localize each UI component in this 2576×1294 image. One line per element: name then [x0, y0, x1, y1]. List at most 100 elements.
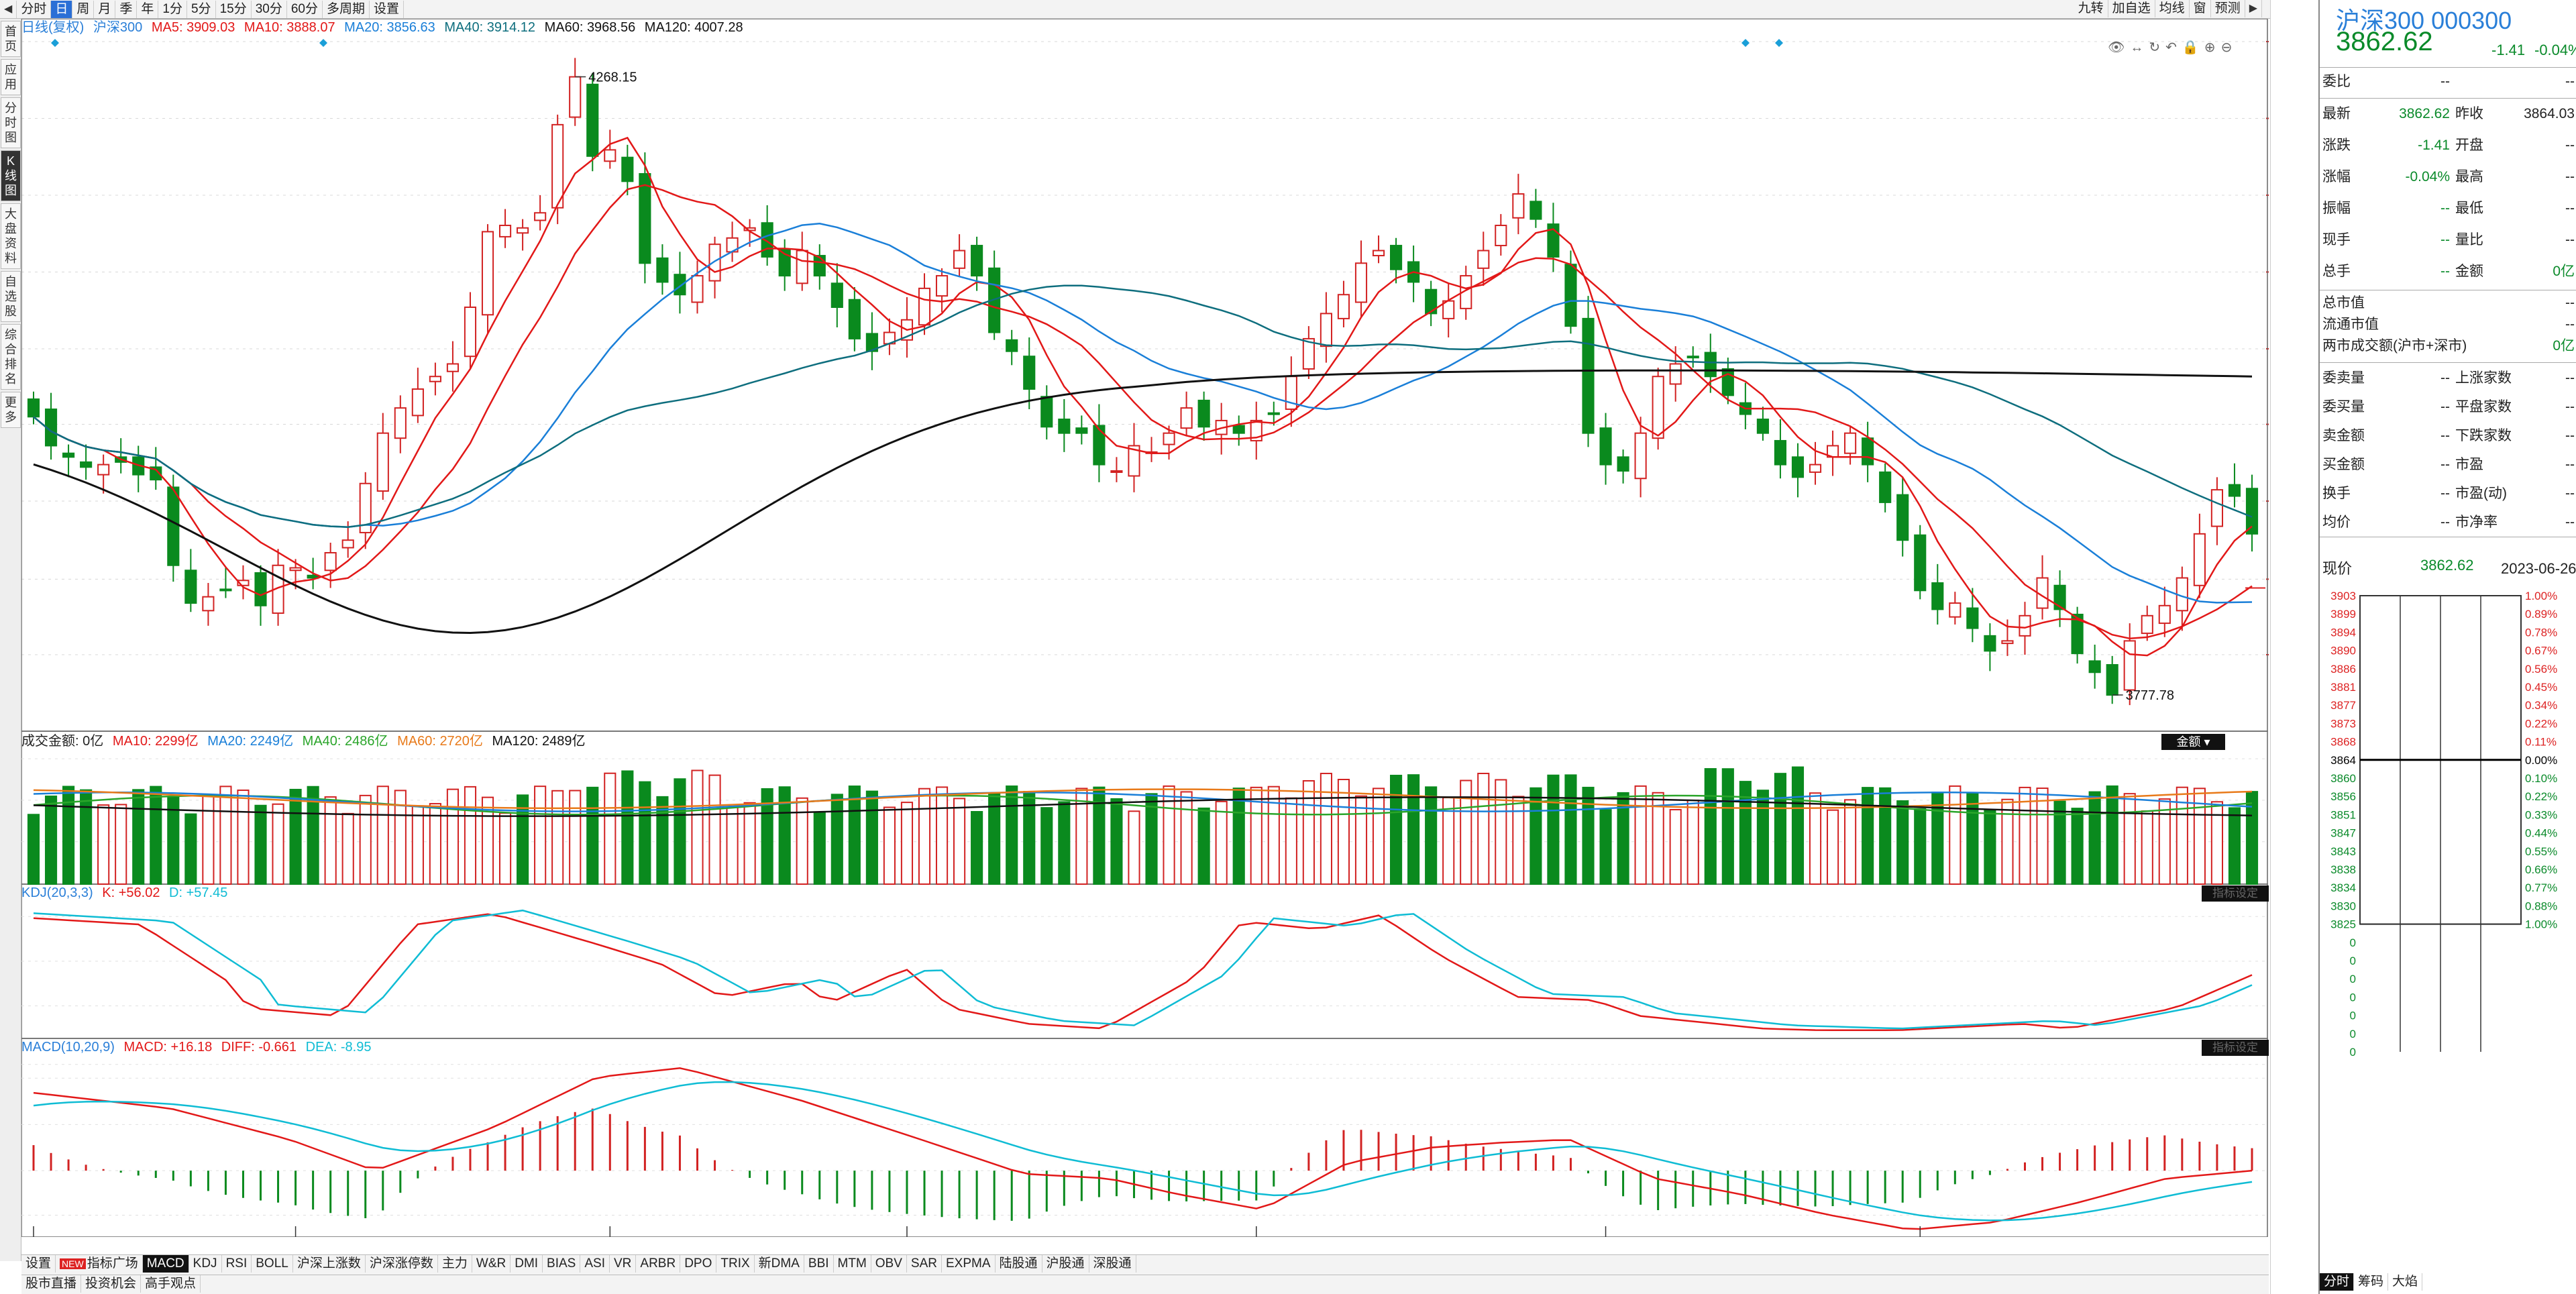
sidebar-item-4[interactable]: 大盘资料: [1, 203, 21, 269]
quote-row-label2: 金额: [2455, 264, 2483, 279]
kdj-k: K: +56.02: [102, 885, 160, 900]
candle: [953, 250, 966, 269]
indicator-tab-21[interactable]: SAR: [907, 1255, 942, 1273]
bottom-tab-2[interactable]: 高手观点: [141, 1275, 201, 1293]
sidebar-item-5[interactable]: 自选股: [1, 271, 21, 322]
quote-row-0: 最新 3862.62 昨收 3864.03: [2322, 99, 2575, 129]
volume-bar: [2053, 800, 2066, 885]
top-right-item-0[interactable]: 九转: [2074, 0, 2108, 17]
sidebar-item-6[interactable]: 综合排名: [1, 324, 21, 390]
indicator-tab-3[interactable]: KDJ: [189, 1255, 222, 1273]
indicator-tab-6[interactable]: 沪深上涨数: [293, 1255, 366, 1273]
top-right-item-2[interactable]: 均线: [2155, 0, 2190, 17]
period-tab-6[interactable]: 1分: [158, 0, 187, 18]
weibi-row: 委比 -- --: [2322, 67, 2575, 97]
prev-arrow-icon[interactable]: ◀: [0, 0, 17, 18]
indicator-tab-10[interactable]: DMI: [511, 1255, 543, 1273]
mini-left-label: 3894: [2330, 626, 2356, 639]
quote-row2-label: 流通市值: [2322, 317, 2379, 332]
period-tab-8[interactable]: 15分: [216, 0, 252, 18]
indicator-tab-12[interactable]: ASI: [580, 1255, 610, 1273]
indicator-tab-19[interactable]: MTM: [834, 1255, 871, 1273]
mini-left-label: 3856: [2330, 790, 2356, 803]
quote-row-2: 涨幅 -0.04% 最高 --: [2322, 162, 2575, 192]
top-right-item-3[interactable]: 窗: [2190, 0, 2211, 17]
indicator-tab-11[interactable]: BIAS: [543, 1255, 581, 1273]
sidebar-item-7[interactable]: 更多: [1, 392, 21, 428]
indicator-tab-label: DPO: [684, 1256, 712, 1271]
period-tab-10[interactable]: 60分: [287, 0, 323, 18]
candle: [1914, 534, 1927, 592]
sidebar-item-2[interactable]: 分时图: [1, 97, 21, 148]
bottom-tab-1[interactable]: 投资机会: [81, 1275, 142, 1293]
candle: [2088, 660, 2101, 673]
next-arrow-icon[interactable]: ▶: [2245, 0, 2262, 17]
volume-bar: [586, 786, 599, 885]
volume-bar: [184, 813, 197, 885]
indicator-tab-23[interactable]: 陆股通: [996, 1255, 1042, 1273]
indicator-tab-9[interactable]: W&R: [472, 1255, 511, 1273]
quote-tab-1[interactable]: 筹码: [2354, 1273, 2389, 1291]
volume-bar: [1512, 796, 1525, 885]
sidebar-item-1[interactable]: 应用: [1, 59, 21, 95]
sidebar-item-0[interactable]: 首页: [1, 21, 21, 57]
volume-bar: [1652, 792, 1664, 885]
candle: [376, 432, 389, 492]
indicator-tab-4[interactable]: RSI: [222, 1255, 252, 1273]
indicator-tab-label: 深股通: [1093, 1256, 1132, 1271]
indicator-tab-25[interactable]: 深股通: [1089, 1255, 1136, 1273]
indicator-tab-0[interactable]: 设置: [21, 1255, 56, 1273]
macd-settings-button[interactable]: 指标设定: [2202, 1040, 2269, 1056]
period-tab-2[interactable]: 周: [72, 0, 95, 18]
top-right-item-1[interactable]: 加自选: [2108, 0, 2155, 17]
quote-row3-value2: --: [2565, 370, 2575, 386]
quote-tab-0[interactable]: 分时: [2320, 1273, 2355, 1291]
mini-timeshare-chart[interactable]: 3903 3899 3894 3890 3886 3881 3877 3873 3868 3864…: [2320, 590, 2576, 1261]
indicator-tab-8[interactable]: 主力: [438, 1255, 472, 1273]
indicator-tab-7[interactable]: 沪深涨停数: [366, 1255, 438, 1273]
quote-tab-2[interactable]: 大焰: [2388, 1273, 2423, 1291]
volume-bar: [1093, 786, 1106, 885]
quote-row3-label2: 下跌家数: [2455, 428, 2512, 443]
top-right-item-4[interactable]: 预测: [2211, 0, 2245, 17]
period-tab-3[interactable]: 月: [94, 0, 116, 18]
indicator-tab-1[interactable]: NEW 指标广场: [56, 1255, 143, 1273]
kdj-settings-button[interactable]: 指标设定: [2202, 885, 2269, 902]
indicator-tab-5[interactable]: BOLL: [252, 1255, 293, 1273]
period-tab-11[interactable]: 多周期: [323, 0, 370, 18]
period-tab-4[interactable]: 季: [115, 0, 138, 18]
candle: [341, 539, 354, 549]
period-tab-5[interactable]: 年: [137, 0, 159, 18]
quote-row-3: 振幅 -- 最低 --: [2322, 194, 2575, 223]
period-tab-7[interactable]: 5分: [187, 0, 216, 18]
indicator-tab-20[interactable]: OBV: [871, 1255, 907, 1273]
volume-selector[interactable]: 金额 ▾: [2161, 734, 2225, 750]
quote-row3-value: --: [2440, 428, 2450, 443]
kline-chart[interactable]: 4296423541744113405239923931386938094268…: [21, 19, 2269, 1237]
mini-right-label: 0.11%: [2525, 736, 2557, 749]
mini-left-label: 3903: [2330, 590, 2356, 602]
period-tab-9[interactable]: 30分: [252, 0, 287, 18]
indicator-tab-22[interactable]: EXPMA: [942, 1255, 996, 1273]
candle: [1425, 288, 1438, 315]
bottom-tab-0[interactable]: 股市直播: [21, 1275, 82, 1293]
indicator-tab-14[interactable]: ARBR: [636, 1255, 681, 1273]
indicator-tab-16[interactable]: TRIX: [716, 1255, 755, 1273]
period-tab-1[interactable]: 日: [51, 0, 73, 18]
volume-bar: [324, 796, 337, 885]
indicator-tab-2[interactable]: MACD: [142, 1255, 189, 1273]
sidebar-item-3[interactable]: K线图: [1, 150, 21, 201]
right-scroll-strip[interactable]: [2270, 0, 2318, 1294]
candle: [691, 275, 704, 303]
period-tab-12[interactable]: 设置: [370, 0, 405, 18]
candle: [2228, 484, 2241, 497]
quote-row3-value: --: [2440, 457, 2450, 472]
candle: [1040, 396, 1053, 428]
period-tab-0[interactable]: 分时: [17, 0, 52, 18]
indicator-tab-15[interactable]: DPO: [680, 1255, 717, 1273]
chart-tool-icons[interactable]: 👁↔↻↶🔒⊕⊖: [2108, 40, 2238, 55]
indicator-tab-18[interactable]: BBI: [804, 1255, 834, 1273]
indicator-tab-13[interactable]: VR: [610, 1255, 637, 1273]
indicator-tab-24[interactable]: 沪股通: [1042, 1255, 1089, 1273]
indicator-tab-17[interactable]: 新DMA: [755, 1255, 804, 1273]
